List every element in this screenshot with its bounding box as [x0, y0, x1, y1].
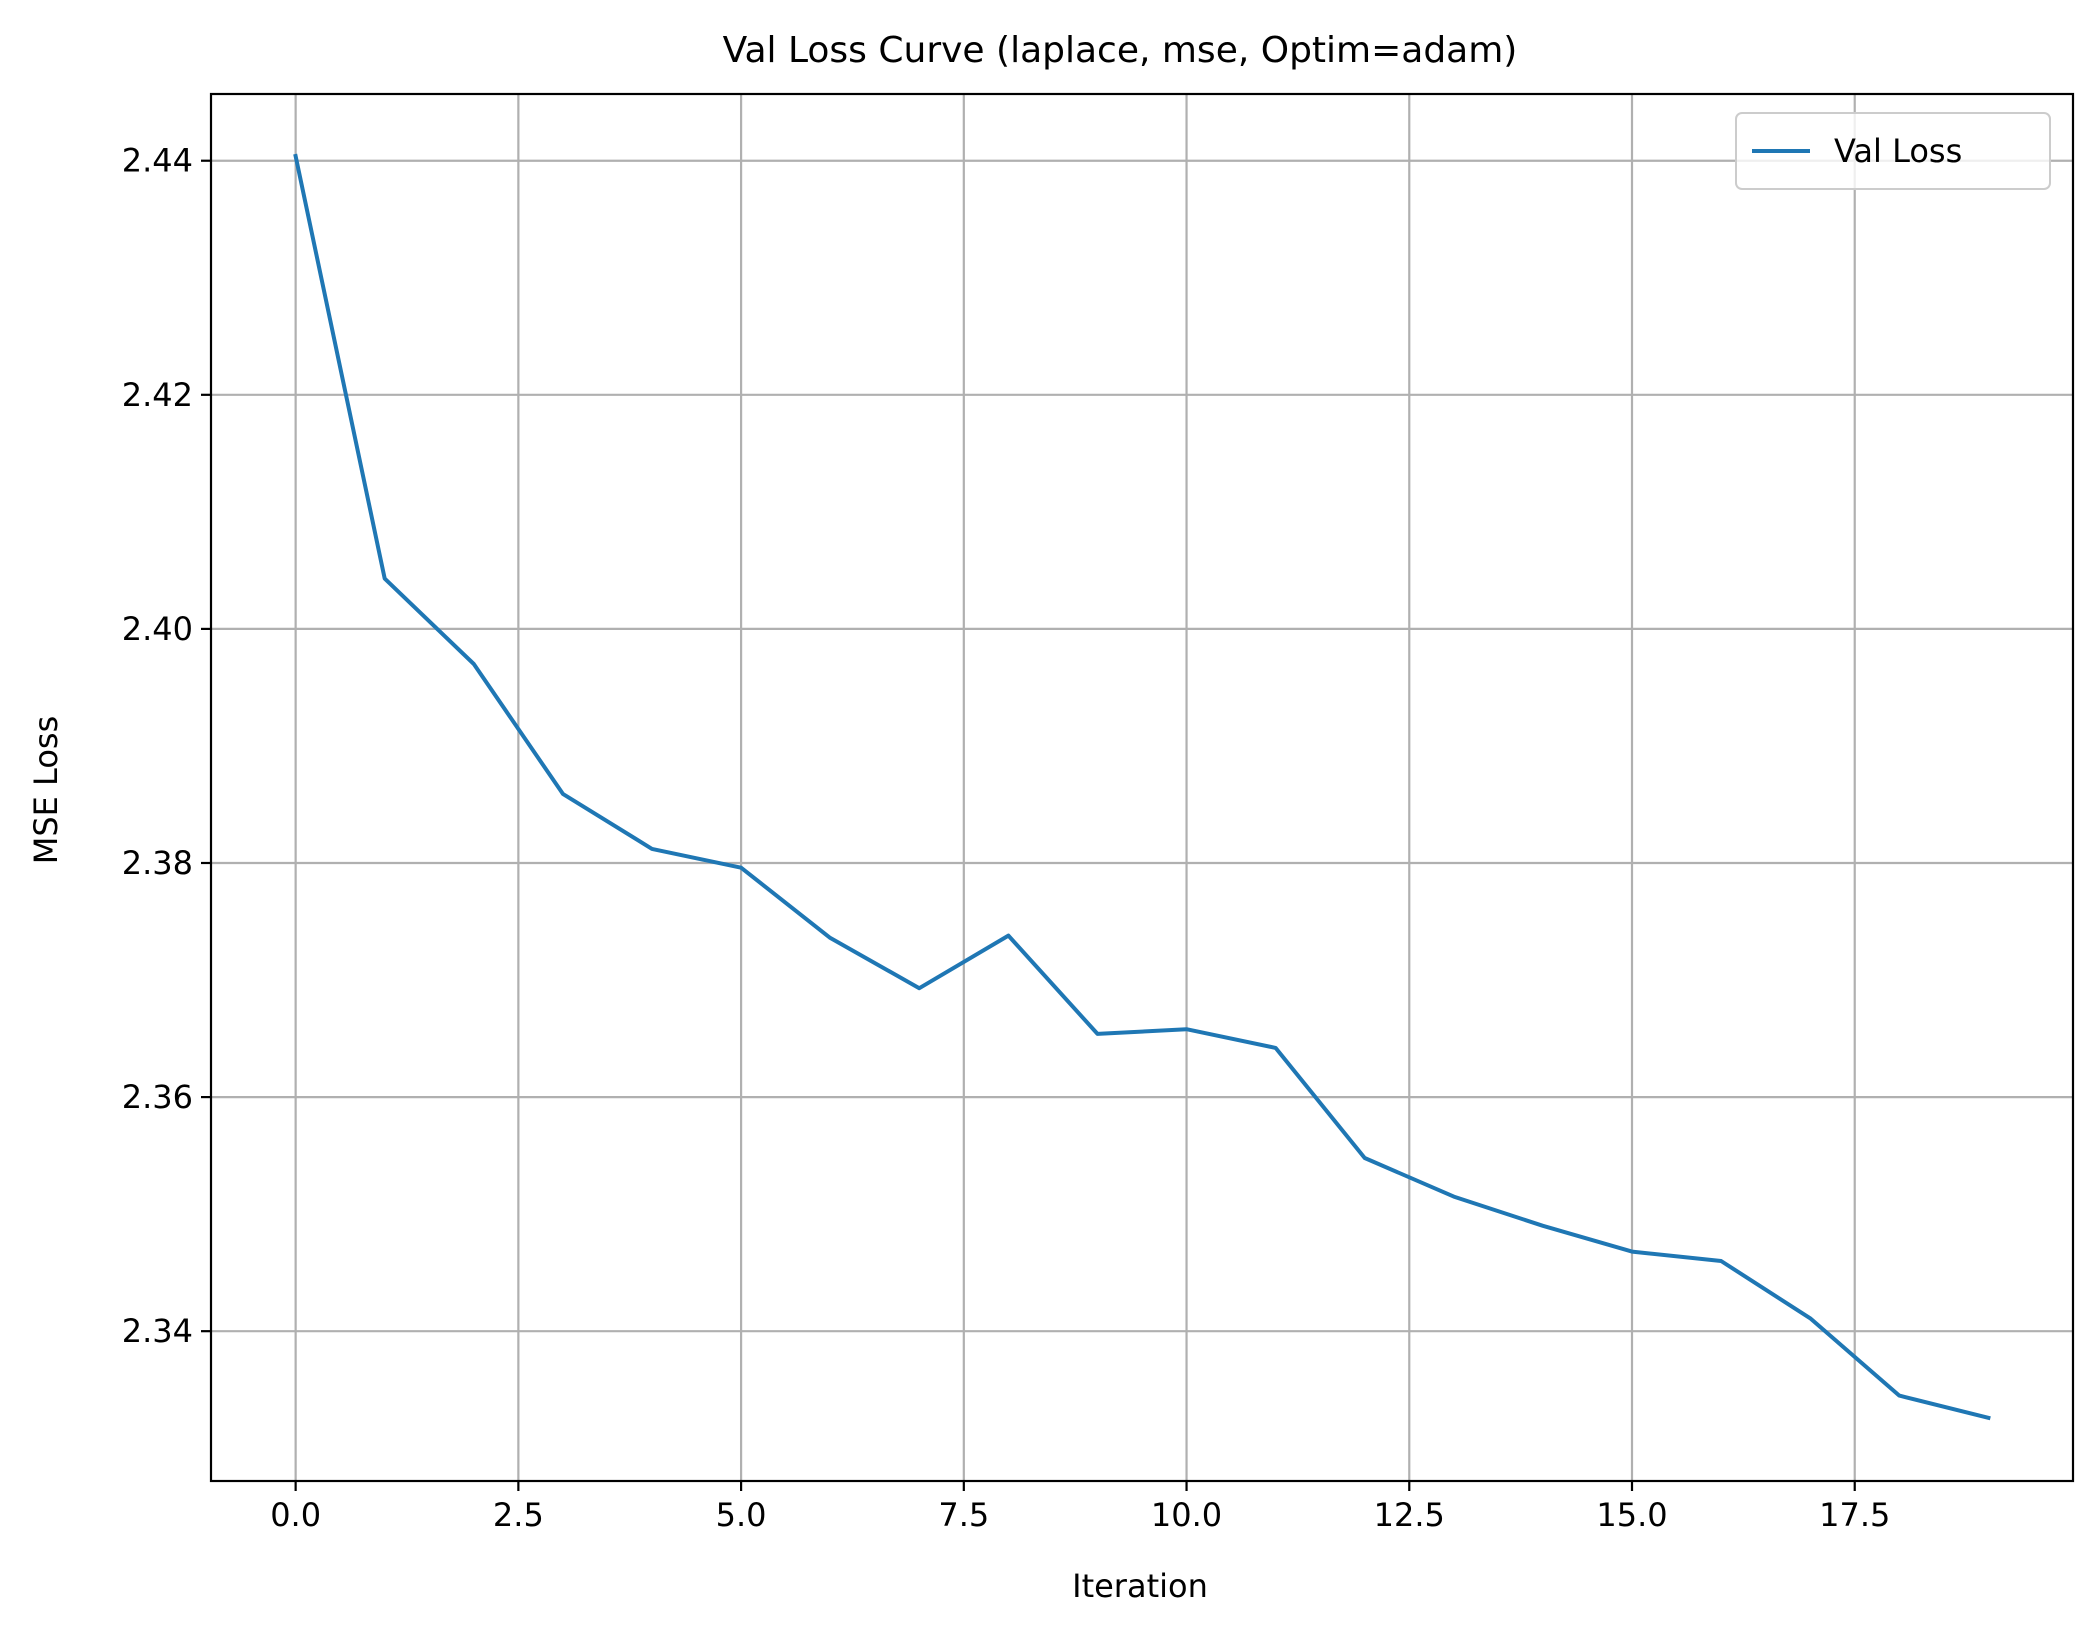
- legend: Val Loss: [1735, 112, 2051, 190]
- axes-spines: [209, 92, 2075, 1483]
- y-tick-label: 2.42: [122, 376, 193, 414]
- grid: [211, 94, 2073, 1481]
- y-tick-label: 2.36: [122, 1078, 193, 1116]
- y-tick-label: 2.44: [122, 142, 193, 180]
- series-line-val-loss: [293, 153, 1991, 1421]
- tick-layer: 0.0 2.5 5.0 7.5 10.0 12.5 15.0 17.5 2.34 2.36 2.38…: [122, 142, 1891, 1534]
- y-tick-label: 2.34: [122, 1312, 193, 1350]
- y-tick-label: 2.38: [122, 844, 193, 882]
- x-tick-label: 10.0: [1151, 1496, 1222, 1534]
- legend-box: [1735, 112, 2051, 190]
- y-tick-label: 2.40: [122, 610, 193, 648]
- x-axis-label: Iteration: [1072, 1567, 1208, 1605]
- series-layer: [293, 153, 1991, 1421]
- x-tick-label: 12.5: [1374, 1496, 1445, 1534]
- x-tick-label: 0.0: [270, 1496, 321, 1534]
- x-tick-label: 5.0: [716, 1496, 767, 1534]
- x-tick-label: 7.5: [938, 1496, 989, 1534]
- y-axis-label: MSE Loss: [27, 716, 65, 865]
- legend-label: Val Loss: [1834, 132, 1962, 170]
- x-tick-label: 2.5: [493, 1496, 544, 1534]
- plot-area: [211, 94, 2073, 1481]
- axes-frame: [209, 92, 2075, 1483]
- x-tick-label: 17.5: [1819, 1496, 1890, 1534]
- chart-title: Val Loss Curve (laplace, mse, Optim=adam…: [723, 30, 1518, 71]
- x-tick-label: 15.0: [1596, 1496, 1667, 1534]
